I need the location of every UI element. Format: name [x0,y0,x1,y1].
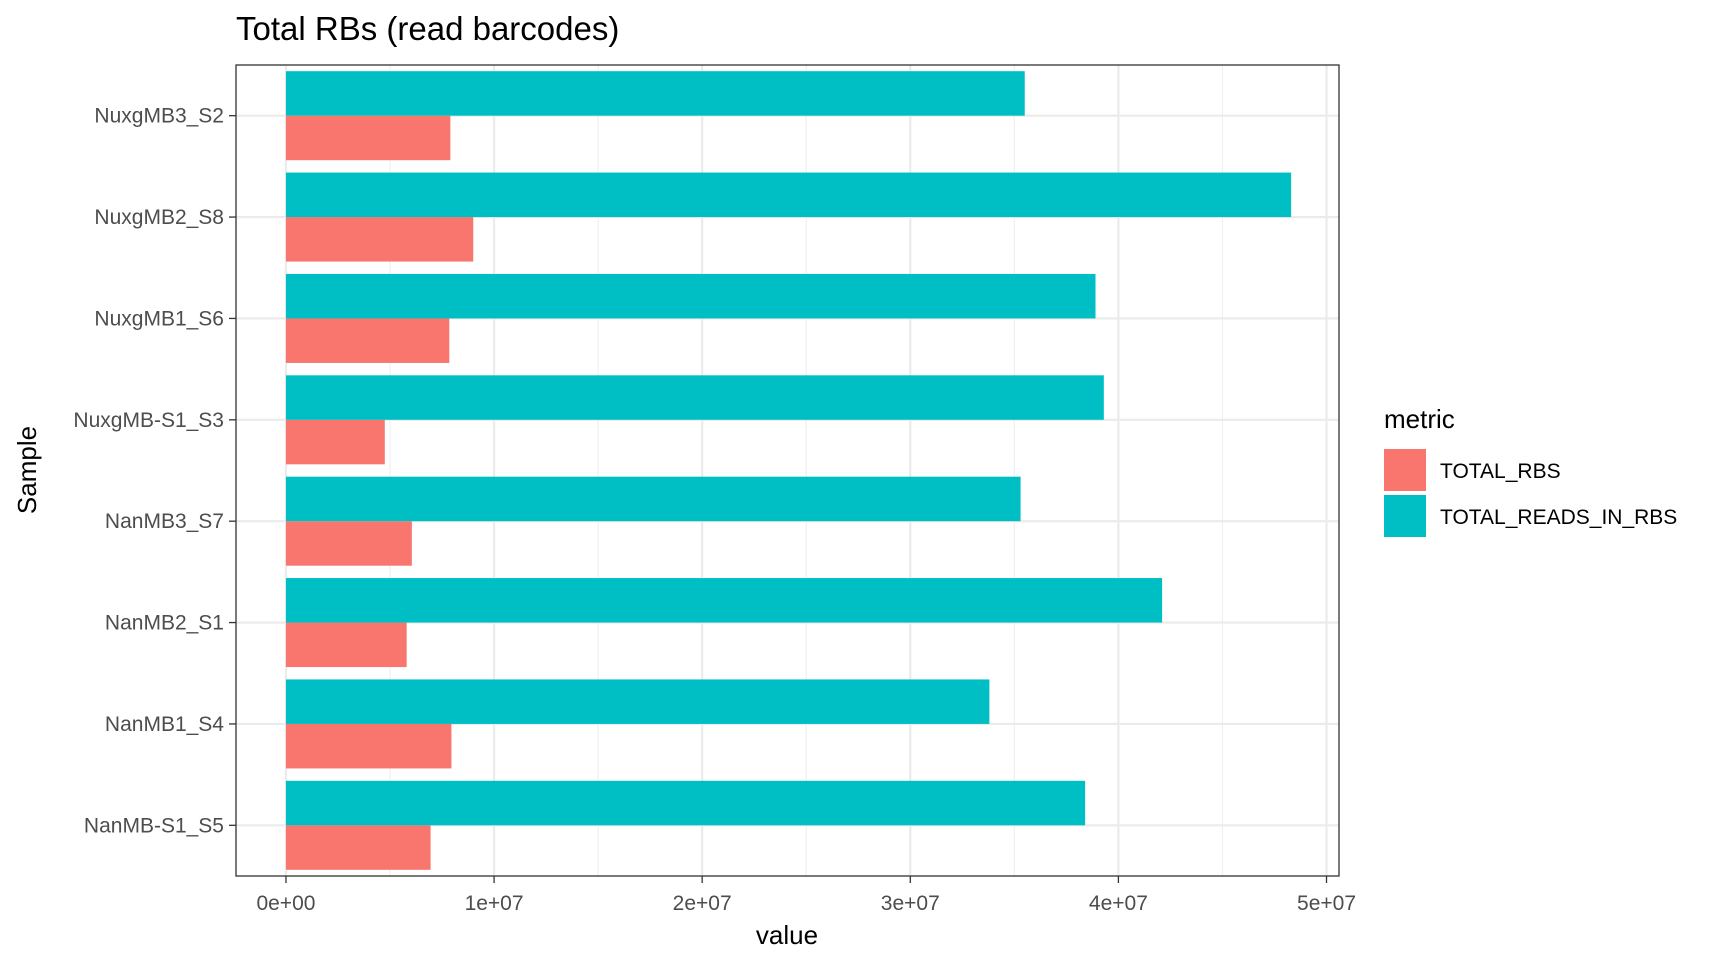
panel-border [235,64,1340,877]
bar-total-rbs-nanmb-s1-s5 [285,825,431,870]
x-tick-label: 0e+00 [256,892,315,915]
legend-title: metric [1384,404,1455,434]
bar-total-rbs-nuxgmb2-s8 [285,217,474,262]
bar-total-reads-in-rbs-nuxgmb1-s6 [285,273,1096,319]
bar-total-reads-in-rbs-nanmb2-s1 [285,578,1163,623]
x-tick-label: 1e+07 [465,892,524,915]
legend-label: TOTAL_RBS [1440,460,1561,483]
bar-total-reads-in-rbs-nuxgmb3-s2 [285,71,1025,116]
bars [285,71,1292,870]
y-tick-label: NanMB-S1_S5 [84,814,224,837]
bar-total-rbs-nanmb1-s4 [285,723,452,769]
legend-key-total-rbs [1384,449,1426,491]
bar-total-reads-in-rbs-nanmb1-s4 [285,679,990,724]
bar-total-reads-in-rbs-nanmb-s1-s5 [285,780,1086,826]
x-axis: 0e+00 1e+07 2e+07 3e+07 4e+07 5e+07 [256,876,1356,915]
bar-total-rbs-nanmb2-s1 [285,622,407,668]
y-axis-title: Sample [12,426,42,514]
x-tick-label: 5e+07 [1297,892,1356,915]
bar-total-rbs-nuxgmb1-s6 [285,318,450,363]
legend-label: TOTAL_READS_IN_RBS [1440,506,1677,529]
bar-total-reads-in-rbs-nanmb3-s7 [285,476,1021,522]
y-tick-label: NanMB2_S1 [105,612,224,635]
y-tick-label: NuxgMB1_S6 [94,307,224,330]
chart-title: Total RBs (read barcodes) [236,10,619,47]
x-axis-title: value [756,920,818,950]
y-tick-label: NuxgMB-S1_S3 [73,409,224,432]
bar-total-reads-in-rbs-nuxgmb2-s8 [285,172,1292,218]
x-tick-label: 4e+07 [1089,892,1148,915]
x-tick-label: 3e+07 [881,892,940,915]
bar-total-rbs-nuxgmb-s1-s3 [285,419,385,465]
y-tick-label: NanMB3_S7 [105,510,224,533]
bar-total-rbs-nanmb3-s7 [285,521,412,566]
y-axis: NuxgMB3_S2 NuxgMB2_S8 NuxgMB1_S6 NuxgMB-S1_… [73,105,236,837]
legend-key-total-reads-in-rbs [1384,495,1426,537]
legend: metric TOTAL_RBS TOTAL_READS_IN_RBS [1384,404,1677,537]
bar-total-reads-in-rbs-nuxgmb-s1-s3 [285,375,1104,420]
y-tick-label: NuxgMB2_S8 [94,206,224,229]
y-tick-label: NuxgMB3_S2 [94,105,224,128]
y-tick-label: NanMB1_S4 [105,713,224,736]
bar-total-rbs-nuxgmb3-s2 [285,115,451,161]
x-tick-label: 2e+07 [673,892,732,915]
